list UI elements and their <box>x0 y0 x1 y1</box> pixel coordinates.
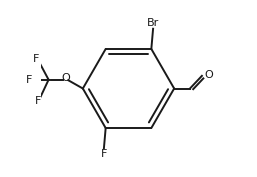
Text: F: F <box>33 54 39 64</box>
Text: F: F <box>25 75 32 85</box>
Text: Br: Br <box>147 18 159 28</box>
Text: O: O <box>62 73 70 83</box>
Text: F: F <box>35 96 41 106</box>
Text: O: O <box>205 70 213 80</box>
Text: F: F <box>101 149 107 159</box>
